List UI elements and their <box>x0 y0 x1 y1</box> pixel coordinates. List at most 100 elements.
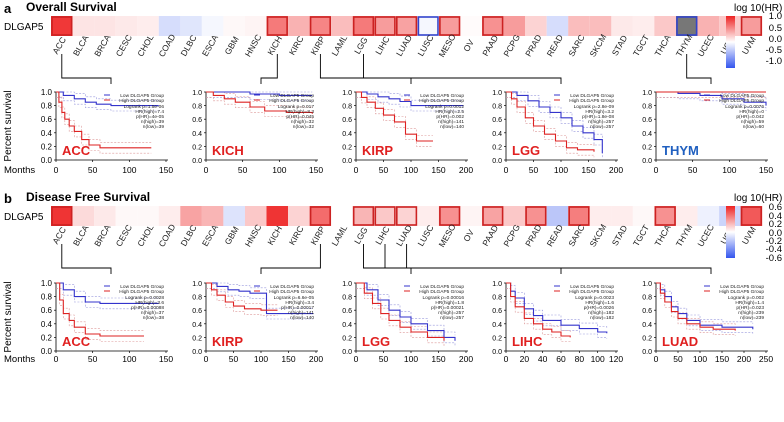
heat-cell-kirc <box>288 206 310 226</box>
legend-stat-2: p(HR)=4e-05 <box>136 114 164 120</box>
heat-cell-laml <box>331 206 353 226</box>
y-tick-label: 0.4 <box>41 129 53 138</box>
heat-cell-uvm <box>740 206 763 226</box>
legend-stat-1: HR(high)=1.6 <box>585 300 614 306</box>
sig-box-lihc <box>374 206 396 226</box>
y-tick-label: 0.4 <box>192 322 202 329</box>
heat-label-dlbc: DLBC <box>178 33 198 58</box>
sig-box-lusc <box>417 16 439 36</box>
heat-cell-pcpg <box>503 16 526 36</box>
legend-stat-3: n(high)=32 <box>291 119 314 125</box>
x-tick-label: 50 <box>673 354 683 364</box>
heat-cell-chol <box>137 206 159 226</box>
heat-label-prad: PRAD <box>523 223 543 248</box>
heat-cell-paad <box>482 16 504 36</box>
y-tick-label: 0.0 <box>492 158 502 165</box>
heat-label-lusc: LUSC <box>415 223 435 248</box>
heat-cell-pcpg <box>503 206 526 226</box>
heat-label-paad: PAAD <box>480 33 500 58</box>
legend-stat-2: p(HR)=0.002 <box>436 114 464 120</box>
sig-box-prad <box>525 206 547 226</box>
legend-stat-0: Logrank p=0.017 <box>278 104 314 110</box>
heat-label-skcm: SKCM <box>587 222 608 248</box>
y-tick-label: 0.8 <box>642 295 652 302</box>
x-axis-label-a: Months <box>4 165 35 176</box>
heat-cell-thym <box>676 16 698 36</box>
heat-label-read: READ <box>545 33 565 58</box>
x-tick-label: 150 <box>309 165 323 175</box>
x-tick-label: 0 <box>654 165 659 175</box>
heat-cell-skcm <box>589 206 612 226</box>
heat-cell-hnsc <box>245 206 267 226</box>
legend-stat-1: HR(high)=7.4 <box>135 109 164 115</box>
heat-cell-tgct <box>632 206 655 226</box>
y-tick-label: 1.0 <box>342 90 352 97</box>
km-cancer-label-lgg: LGG <box>362 334 390 349</box>
survival-curve-low <box>56 91 159 107</box>
heat-cell-meso <box>438 206 461 226</box>
heat-cell-lihc <box>374 206 396 226</box>
legend-high-text: High DLGAP5 Group <box>569 98 614 104</box>
y-tick-label: 0.8 <box>342 104 352 111</box>
heat-cell-thca <box>654 16 676 36</box>
sig-box-sarc <box>568 206 590 226</box>
heat-label-hnsc: HNSC <box>243 33 264 59</box>
y-tick-label: 0.4 <box>342 322 352 329</box>
heat-cell-kirp <box>309 206 332 226</box>
x-tick-label: 200 <box>309 354 323 364</box>
legend-stat-2: p(HR)=0.00017 <box>281 305 314 311</box>
km-cancer-label-thym: THYM <box>662 143 699 158</box>
y-tick-label: 0.4 <box>492 322 502 329</box>
survival-curve-low <box>56 282 159 304</box>
y-tick-label: 0.0 <box>41 156 53 165</box>
ci-lower-high <box>356 288 445 347</box>
ci-upper-low <box>506 91 603 148</box>
legend-low-text: Low DLGAP5 Group <box>120 93 164 99</box>
km-cancer-label-kirp: KIRP <box>212 334 243 349</box>
y-tick-label: 0.8 <box>492 104 502 111</box>
x-tick-label: 50 <box>379 165 389 175</box>
survival-curve-high <box>356 282 445 341</box>
y-tick-label: 1.0 <box>192 90 202 97</box>
y-tick-label: 0.6 <box>192 308 202 315</box>
heat-cell-ov <box>460 206 482 226</box>
x-tick-label: 80 <box>575 354 585 364</box>
heat-label-lgg: LGG <box>352 35 370 56</box>
ci-lower-low <box>506 288 608 339</box>
y-tick-label: 0.8 <box>492 295 502 302</box>
x-tick-label: 50 <box>229 354 239 364</box>
legend-stat-3: n(high)=257 <box>588 119 614 125</box>
heat-label-gbm: GBM <box>222 35 240 57</box>
ci-upper-high <box>656 282 736 326</box>
colorbar-tick-1: 0.4 <box>769 211 782 222</box>
heat-label-ov: OV <box>461 37 476 53</box>
heat-cell-read <box>546 206 569 226</box>
y-tick-label: 0.4 <box>642 131 652 138</box>
heat-cell-esca <box>201 206 224 226</box>
ci-upper-high <box>56 91 152 143</box>
km-cancer-label-kirp: KIRP <box>362 143 393 158</box>
heat-cell-cesc <box>115 206 138 226</box>
x-tick-label: 50 <box>529 165 539 175</box>
legend-stat-3: n(high)=182 <box>588 310 614 316</box>
legend-high-text: High DLGAP5 Group <box>719 289 764 295</box>
x-tick-label: 150 <box>159 354 173 364</box>
y-tick-label: 0.0 <box>492 349 502 356</box>
y-tick-label: 1.0 <box>492 281 502 288</box>
x-tick-label: 150 <box>431 165 445 175</box>
y-tick-label: 0.6 <box>192 117 202 124</box>
legend-stat-2: p(HR)=0.0026 <box>584 305 615 311</box>
heat-label-kirc: KIRC <box>287 224 306 247</box>
link-line-acc <box>61 244 112 274</box>
heat-label-brca: BRCA <box>92 222 113 248</box>
colorbar-tick-5: -0.4 <box>766 244 782 255</box>
panel-title-b: Disease Free Survival <box>26 190 150 204</box>
panel-title-a: Overall Survival <box>26 0 117 14</box>
gene-label-b: DLGAP5 <box>4 212 44 223</box>
km-cancer-label-luad: LUAD <box>662 334 698 349</box>
heat-cell-cesc <box>115 16 138 36</box>
heat-cell-acc <box>51 206 73 226</box>
x-tick-label: 20 <box>520 354 530 364</box>
x-tick-label: 200 <box>459 165 473 175</box>
heat-cell-brca <box>94 206 116 226</box>
